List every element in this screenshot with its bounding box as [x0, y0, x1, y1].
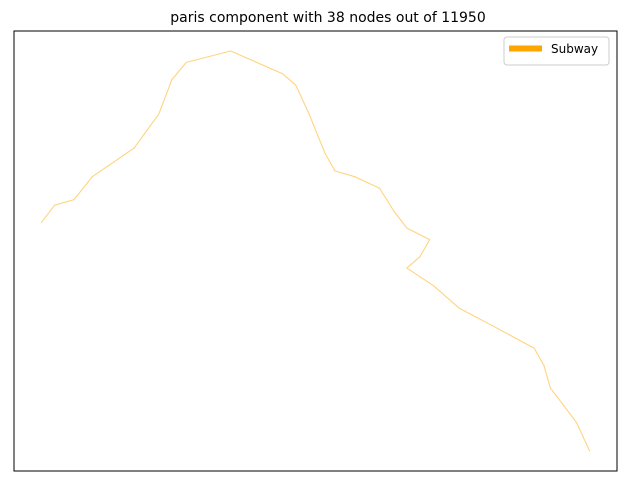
- series-segment: [73, 176, 93, 201]
- series-segment: [549, 387, 578, 423]
- series-segment: [491, 324, 535, 349]
- series-segment: [40, 204, 56, 223]
- series-segment: [91, 147, 135, 178]
- series-segment: [295, 84, 310, 115]
- series-segment: [575, 421, 591, 452]
- series-segment: [406, 267, 434, 286]
- series-segment: [282, 73, 297, 86]
- series-segment: [53, 199, 75, 206]
- series-segment: [324, 153, 336, 172]
- legend-label-subway: Subway: [551, 42, 598, 56]
- series-segment: [419, 239, 431, 258]
- series-segment: [308, 113, 326, 155]
- series-layer: [40, 50, 591, 452]
- series-segment: [432, 284, 460, 309]
- series-segment: [533, 347, 545, 366]
- series-segment: [406, 227, 431, 241]
- legend-box: [503, 36, 610, 66]
- series-segment: [158, 79, 173, 115]
- series-segment: [334, 170, 356, 178]
- chart-title: paris component with 38 nodes out of 119…: [170, 10, 485, 26]
- series-segment: [406, 256, 421, 269]
- series-segment: [393, 210, 408, 229]
- series-segment: [458, 307, 493, 326]
- series-segment: [133, 113, 160, 149]
- legend: Subway: [503, 36, 610, 66]
- series-segment: [543, 364, 551, 389]
- series-segment: [171, 61, 187, 81]
- series-segment: [230, 50, 284, 75]
- series-segment: [378, 187, 395, 212]
- series-segment: [354, 176, 381, 189]
- plot-area: [13, 30, 618, 472]
- series-segment: [185, 50, 232, 63]
